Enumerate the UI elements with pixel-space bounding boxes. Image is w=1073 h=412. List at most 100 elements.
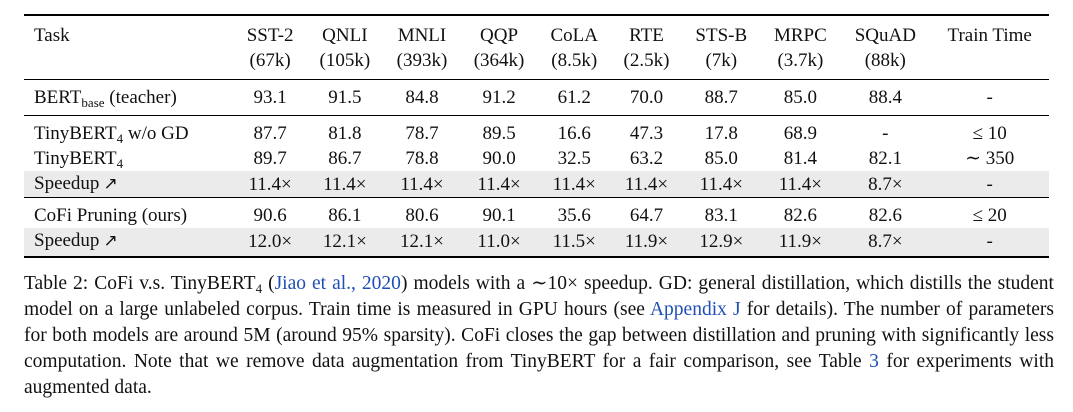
table-cell: 11.9× [760,228,841,258]
table-cell: 83.1 [682,197,761,228]
table-cell: 11.4× [760,171,841,198]
table-cell: 88.4 [840,79,931,116]
header-cell: Train Time [930,14,1049,48]
header-size-cell [24,48,234,80]
header-cell: RTE [610,14,683,48]
table-cell: 85.0 [760,79,841,116]
row-label: TinyBERT4 [24,146,234,171]
table-row: TinyBERT4 89.7 86.7 78.8 90.0 32.5 63.2 85.0 81.… [24,146,1049,171]
row-label: BERTbase (teacher) [24,79,234,116]
table-cell: 68.9 [760,115,841,146]
header-size-cell: (2.5k) [623,50,670,71]
header-size-cell: (7k) [705,50,738,71]
row-label-main: BERT [34,87,82,108]
table-cell: 61.2 [537,79,611,116]
table-cell: 82.6 [840,197,931,228]
row-label: Speedup ↗ [24,228,234,258]
appendix-link[interactable]: Appendix J [649,299,741,320]
table-cell: 11.4× [537,171,611,198]
caption-part-4: for details). The number of parameters f… [24,299,1054,372]
row-label-main: CoFi Pruning (ours) [34,205,188,226]
table-cell: 11.4× [233,171,307,198]
table-cell: 63.2 [629,148,664,169]
header-cell: MRPC [760,14,841,48]
header-cell: SST-2 [233,14,307,48]
table-cell: 93.1 [233,79,307,116]
row-label-main: TinyBERT [34,123,117,144]
table-cell: 90.0 [482,148,516,169]
header-size-cell: (3.7k) [777,50,824,71]
table-cell: 89.5 [460,115,538,146]
arrow-up-right-icon: ↗ [103,231,118,251]
table-cell: 16.6 [537,115,611,146]
table-ref-link[interactable]: 3 [869,351,879,372]
table-cell: 11.0× [460,228,538,258]
header-cell: CoLA [537,14,611,48]
header-size-cell: (8.5k) [551,50,598,71]
table-cell: - [930,79,1049,116]
header-cell: STS-B [682,14,761,48]
table-cell: 47.3 [610,115,683,146]
caption-part-1: Table 2: CoFi v.s. TinyBERT [24,273,256,294]
header-size-cell: (88k) [864,50,906,71]
header-size-cell [930,48,1049,80]
table-cell: 12.0× [233,228,307,258]
row-label-subscript: 4 [116,156,124,171]
table-cell: 87.7 [233,115,307,146]
table-cell: 70.0 [610,79,683,116]
table-cell: 11.9× [610,228,683,258]
table-cell: ≤ 20 [930,197,1049,228]
row-label: Speedup ↗ [24,171,234,198]
table-cell: 32.5 [557,148,591,169]
table-row: TinyBERT4 w/o GD 87.7 81.8 78.7 89.5 16.6 47.3… [24,115,1049,146]
caption-subscript: 4 [255,281,263,296]
row-label-main: Speedup [34,230,100,251]
table-cell: 86.1 [306,197,384,228]
header-size-cell: (67k) [249,50,291,71]
table-cell: 85.0 [704,148,738,169]
table-cell: 91.2 [460,79,538,116]
table-cell: - [840,115,931,146]
table-cell: ≤ 10 [930,115,1049,146]
teacher-row: BERTbase (teacher) 93.1 91.5 84.8 91.2 61.2 70… [24,79,1049,116]
table-row: CoFi Pruning (ours) 90.6 86.1 80.6 90.1 35.6 6… [24,197,1049,228]
table-cell: 11.4× [682,171,761,198]
table-cell: 11.5× [537,228,611,258]
table-cell: 11.4× [306,171,384,198]
table-cell: 84.8 [383,79,461,116]
table-row: Speedup ↗ 12.0× 12.1× 12.1× 11.0× 11.5× 11.9× 12… [24,228,1049,258]
table-cell: 80.6 [383,197,461,228]
table-cell: 88.7 [682,79,761,116]
arrow-up-right-icon: ↗ [103,174,118,194]
table-cell: ∼ 350 [965,148,1015,169]
caption-part-3: ) models with a ∼10× speedup. GD: genera… [24,273,1054,320]
table-cell: 17.8 [682,115,761,146]
table-cell: 81.8 [306,115,384,146]
table-cell: 12.1× [383,228,461,258]
table-cell: 11.4× [383,171,461,198]
table-cell: 11.4× [460,171,538,198]
row-label-tail: w/o GD [123,123,189,144]
row-label-subscript: base [81,95,105,110]
citation-link[interactable]: Jiao et al., 2020 [274,273,401,294]
table-cell: 12.1× [306,228,384,258]
header-cell: QQP [460,14,538,48]
row-label-main: Speedup [34,173,100,194]
table-cell: - [930,171,1049,198]
table-cell: 91.5 [306,79,384,116]
table-cell: 81.4 [783,148,818,169]
table-cell: 82.1 [868,148,902,169]
table-cell: 78.7 [383,115,461,146]
header-size-cell: (105k) [319,50,371,71]
header-cell: SQuAD [840,14,931,48]
table-cell: 8.7× [840,171,931,198]
header-cell: MNLI [383,14,461,48]
table-cell: 12.9× [682,228,761,258]
table-cell: 35.6 [537,197,611,228]
table-cell: 89.7 [253,148,287,169]
header-subrow: (67k) (105k) (393k) (364k) (8.5k) (2.5k) (7k) (… [24,48,1049,80]
header-size-cell: (364k) [473,50,525,71]
table-cell: 8.7× [840,228,931,258]
table-cell: 82.6 [760,197,841,228]
